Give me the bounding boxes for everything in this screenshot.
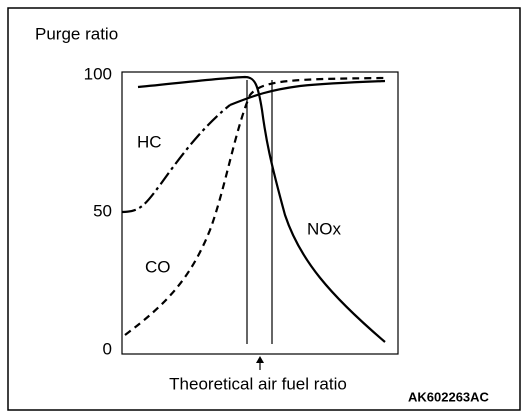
y-tick-label: 100 (84, 64, 112, 83)
nox-curve (137, 75, 386, 343)
x-axis-label: Theoretical air fuel ratio (169, 374, 347, 393)
hc-curve (229, 79, 386, 107)
y-axis-label: Purge ratio (35, 24, 118, 43)
y-tick-label: 50 (93, 201, 112, 220)
co-curve (124, 76, 386, 336)
y-tick-label: 0 (103, 339, 112, 358)
border (7, 7, 521, 411)
nox-label: NOx (307, 219, 342, 238)
co-label: CO (145, 257, 171, 276)
figure-code: AK602263AC (408, 389, 490, 404)
hc-curve (121, 104, 231, 214)
hc-label: HC (137, 132, 162, 151)
arrow-head (256, 356, 264, 363)
